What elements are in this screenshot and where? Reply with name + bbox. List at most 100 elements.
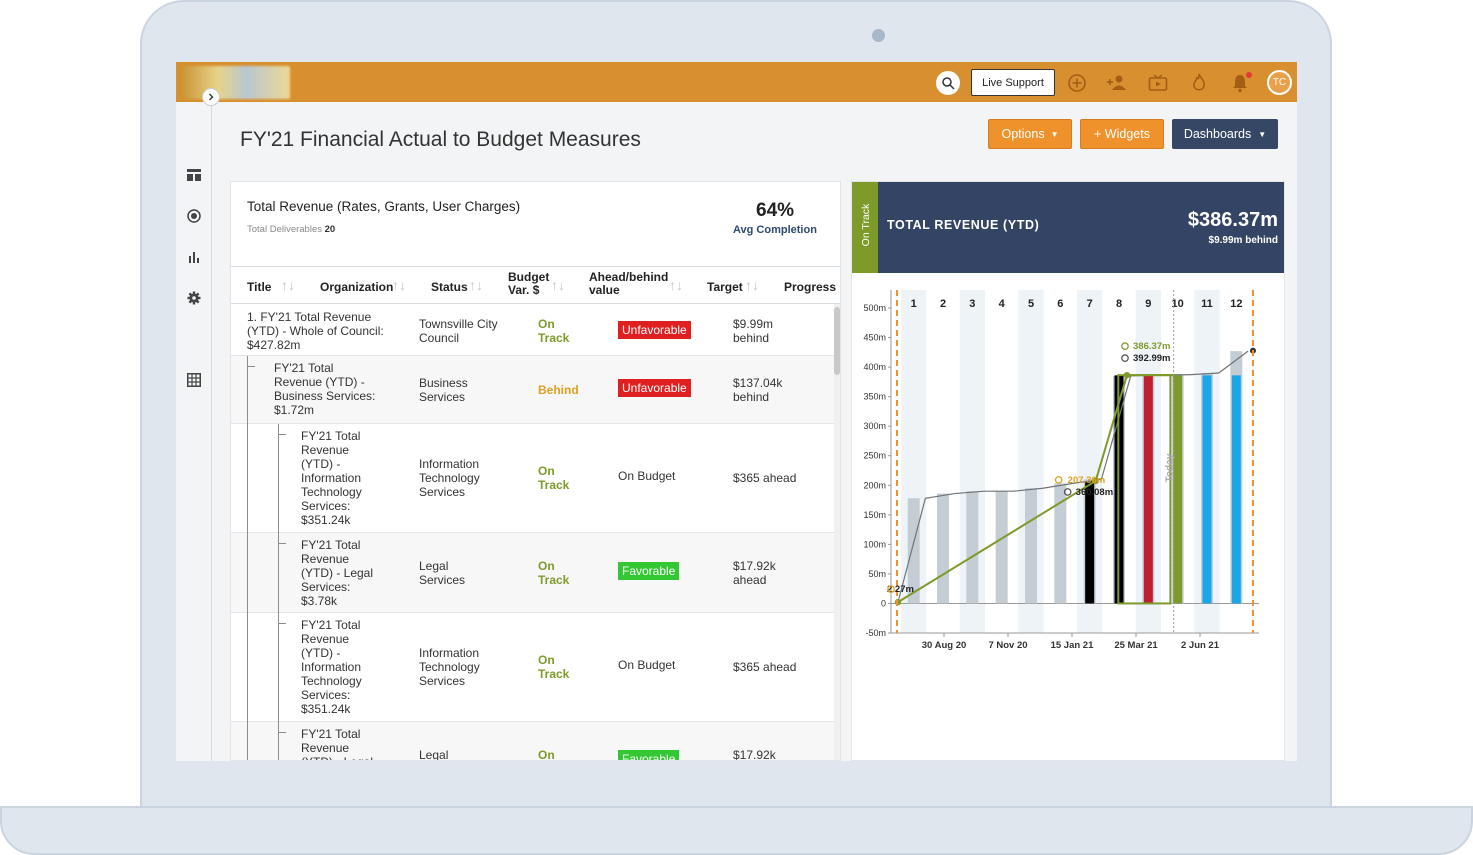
camera-icon [872, 29, 885, 42]
logo [180, 66, 290, 99]
tree-line [247, 356, 248, 424]
row-title[interactable]: FY'21 Total Revenue (YTD) - Information … [301, 429, 362, 527]
column-progress[interactable]: Progress [784, 280, 837, 294]
table-row[interactable]: FY'21 Total Revenue (YTD) - Information … [231, 424, 836, 533]
add-user-icon[interactable] [1105, 71, 1129, 95]
kpi-title: TOTAL REVENUE (YTD) [887, 218, 1040, 232]
page-title: FY'21 Financial Actual to Budget Measure… [240, 128, 641, 151]
kpi-chart-widget: On Track TOTAL REVENUE (YTD) $386.37m $9… [851, 181, 1285, 761]
x-tick-label: 7 Nov 20 [988, 640, 1027, 651]
x-tick-label: 2 Jun 21 [1181, 640, 1220, 651]
x-tick-label: 15 Jan 21 [1051, 640, 1094, 651]
bar-chart-icon[interactable] [184, 247, 204, 267]
budget-bar [995, 491, 1008, 604]
row-status: On Track [538, 464, 570, 492]
deliverables-label: Total Deliverables [247, 224, 322, 235]
target-icon[interactable] [184, 206, 204, 226]
today-label: Today [1165, 453, 1176, 482]
sort-icon[interactable]: ↑↓ [281, 277, 295, 293]
sort-icon[interactable]: ↑↓ [469, 277, 483, 293]
budget-bar [937, 493, 949, 604]
kpi-header: On Track TOTAL REVENUE (YTD) $386.37m $9… [852, 182, 1284, 273]
table-row[interactable]: FY'21 Total Revenue (YTD) - Business Ser… [231, 356, 836, 424]
period-label: 1 [911, 298, 917, 310]
row-title[interactable]: FY'21 Total Revenue (YTD) - Legal Servic… [301, 538, 374, 608]
add-circle-icon[interactable] [1065, 71, 1089, 95]
row-status: On Track [538, 559, 570, 587]
column-budget-var[interactable]: Budget Var. $ [508, 270, 550, 297]
annotation-label: 360.08m [1076, 487, 1114, 498]
tv-icon[interactable] [1146, 71, 1170, 95]
x-tick-label: 30 Aug 20 [922, 640, 967, 651]
live-support-button[interactable]: Live Support [971, 69, 1055, 96]
status-strip: On Track [852, 182, 878, 273]
sort-icon[interactable]: ↑↓ [551, 277, 565, 293]
row-status: On Track [538, 317, 570, 345]
tree-line [247, 722, 248, 760]
row-target: $17.92k ahead [733, 559, 776, 587]
row-organization: Legal [419, 748, 449, 761]
gear-icon[interactable] [184, 288, 204, 308]
actual-bar [1143, 375, 1153, 604]
status-strip-label: On Track [860, 203, 872, 247]
column-ahead-behind[interactable]: Ahead/behind value [589, 270, 669, 297]
table-row[interactable]: FY'21 Total Revenue (YTD) - Information … [231, 613, 836, 722]
dashboards-button[interactable]: Dashboards ▼ [1172, 119, 1278, 149]
period-label: 4 [999, 298, 1006, 310]
dashboard-icon[interactable] [184, 165, 204, 185]
column-target[interactable]: Target [707, 280, 743, 294]
table-row[interactable]: FY'21 Total Revenue (YTD) - Legal Legal … [231, 722, 836, 761]
budget-bar [1025, 488, 1037, 604]
column-organization[interactable]: Organization [320, 280, 394, 294]
table-scrollbar[interactable] [834, 304, 840, 760]
budget-line [897, 350, 1249, 603]
add-widgets-button[interactable]: + Widgets [1080, 119, 1164, 149]
sort-icon[interactable]: ↑↓ [392, 277, 406, 293]
caret-down-icon: ▼ [1258, 129, 1267, 139]
period-label: 9 [1145, 298, 1151, 310]
row-title[interactable]: FY'21 Total Revenue (YTD) - Legal [301, 727, 373, 760]
avatar[interactable]: TC [1267, 70, 1292, 95]
x-tick-label: 25 Mar 21 [1114, 640, 1158, 651]
table-row[interactable]: FY'21 Total Revenue (YTD) - Legal Servic… [231, 533, 836, 613]
row-status: Behind [538, 383, 579, 397]
y-tick-label: 350m [863, 392, 886, 402]
table-row[interactable]: 1. FY'21 Total Revenue (YTD) - Whole of … [231, 305, 836, 356]
tree-line [278, 424, 279, 533]
options-button[interactable]: Options ▼ [988, 119, 1072, 149]
top-bar: Live Support TC [176, 62, 1297, 102]
sort-icon[interactable]: ↑↓ [669, 277, 683, 293]
row-title[interactable]: 1. FY'21 Total Revenue (YTD) - Whole of … [247, 310, 384, 352]
search-icon[interactable] [936, 71, 960, 95]
period-label: 10 [1172, 298, 1184, 310]
y-tick-label: 400m [863, 362, 886, 372]
flame-icon[interactable] [1187, 71, 1211, 95]
y-tick-label: 450m [863, 333, 886, 343]
sort-icon[interactable]: ↑↓ [745, 277, 759, 293]
column-status[interactable]: Status [431, 280, 468, 294]
annotation-marker-icon [1054, 476, 1063, 484]
column-title[interactable]: Title [247, 280, 272, 294]
budget-bar [1054, 483, 1067, 604]
bell-icon[interactable] [1228, 71, 1252, 95]
period-label: 2 [940, 298, 946, 310]
row-title[interactable]: FY'21 Total Revenue (YTD) - Business Ser… [274, 361, 376, 417]
y-tick-label: 300m [863, 421, 886, 431]
revenue-chart[interactable]: 1 2 3 4 5 6 7 8 9 10 11 12500m450m400m350m300m250m2… [852, 278, 1285, 761]
actual-bar [1173, 375, 1183, 604]
period-label: 7 [1087, 298, 1093, 310]
period-label: 8 [1116, 298, 1122, 310]
row-organization: Information Technology Services [419, 457, 480, 499]
row-target: $365 ahead [733, 471, 797, 485]
row-organization: Legal Services [419, 559, 466, 587]
y-tick-label: 100m [863, 539, 886, 549]
caret-down-icon: ▼ [1050, 129, 1059, 139]
row-organization: Information Technology Services [419, 646, 480, 688]
status-text: On Budget [618, 469, 676, 483]
row-title[interactable]: FY'21 Total Revenue (YTD) - Information … [301, 618, 362, 716]
sidebar-expand-button[interactable] [202, 88, 220, 106]
y-tick-label: 150m [863, 510, 886, 520]
scroll-thumb[interactable] [834, 307, 840, 375]
grid-icon[interactable] [184, 370, 204, 390]
row-organization: Business Services [419, 376, 468, 404]
